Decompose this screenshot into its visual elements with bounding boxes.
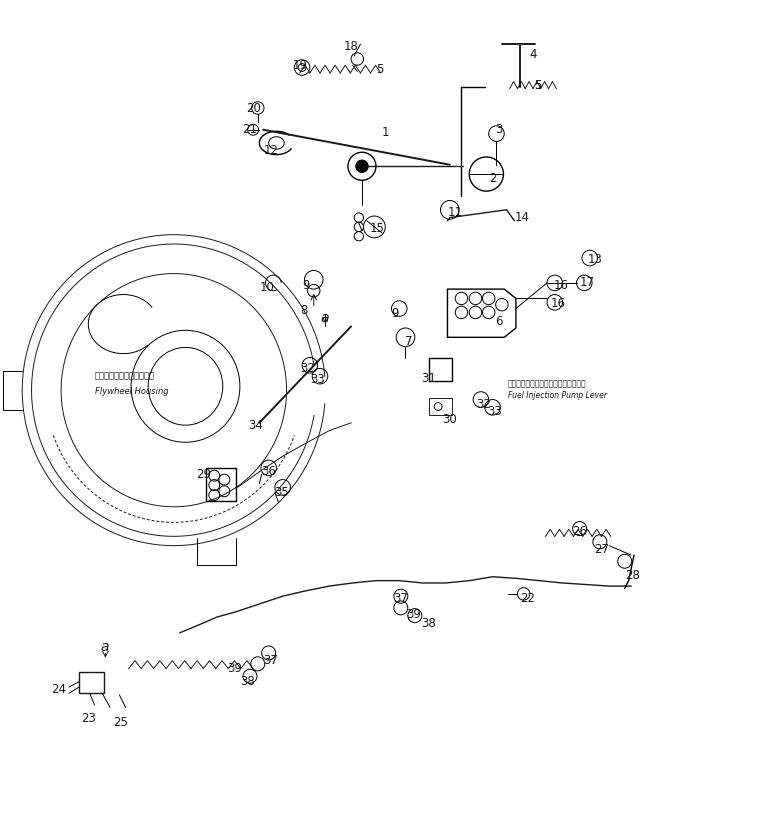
FancyBboxPatch shape [79,672,104,693]
Text: 1: 1 [381,126,389,139]
Text: 37: 37 [393,592,408,605]
Text: 13: 13 [588,253,603,266]
Text: 32: 32 [476,398,491,411]
Text: 11: 11 [448,207,463,219]
Text: 5: 5 [534,79,541,92]
Text: フライホイールハウジング: フライホイールハウジング [95,371,154,380]
Text: 33: 33 [487,405,501,418]
Text: 6: 6 [495,315,503,328]
Text: 26: 26 [572,525,587,538]
Text: 9: 9 [392,308,399,321]
Text: 10: 10 [260,281,275,294]
Text: 34: 34 [248,418,263,432]
Text: 28: 28 [625,569,640,581]
Text: 32: 32 [300,362,315,375]
Text: 29: 29 [196,467,211,480]
Text: 14: 14 [514,211,529,224]
Text: 16: 16 [550,297,565,309]
Text: 38: 38 [421,617,436,630]
Ellipse shape [355,160,368,173]
Text: 18: 18 [344,40,359,53]
Text: 7: 7 [405,336,413,348]
Text: 19: 19 [292,59,307,72]
Text: a: a [320,311,329,325]
FancyBboxPatch shape [429,398,452,415]
Text: 2: 2 [489,172,496,185]
Text: 8: 8 [301,304,309,318]
Text: a: a [100,639,109,653]
Text: 23: 23 [81,712,96,724]
Text: 31: 31 [421,372,436,385]
Text: 9: 9 [302,279,310,292]
Text: 36: 36 [262,466,276,478]
Text: 22: 22 [520,592,535,605]
Text: 20: 20 [246,103,261,115]
Text: 3: 3 [495,123,503,136]
Text: 27: 27 [594,543,609,556]
Text: 17: 17 [580,276,595,289]
Text: 37: 37 [264,654,279,667]
Text: Flywheel Housing: Flywheel Housing [95,387,168,396]
Text: 35: 35 [274,486,288,500]
Text: 21: 21 [243,123,258,136]
Text: 33: 33 [310,373,325,385]
Text: 38: 38 [240,675,255,688]
Text: Fuel Injection Pump Lever: Fuel Injection Pump Lever [508,391,607,400]
Text: 24: 24 [51,683,67,696]
Text: 12: 12 [264,144,279,157]
Text: 16: 16 [554,279,568,292]
Text: 4: 4 [529,48,536,61]
Text: 30: 30 [442,414,457,426]
Text: 5: 5 [376,64,384,76]
Text: 5: 5 [534,79,541,92]
Text: フェルインジェクションポンプレバー: フェルインジェクションポンプレバー [508,380,586,389]
Text: 39: 39 [227,662,242,675]
Text: 39: 39 [406,608,420,620]
Text: 25: 25 [114,716,128,729]
Text: 15: 15 [370,222,385,235]
